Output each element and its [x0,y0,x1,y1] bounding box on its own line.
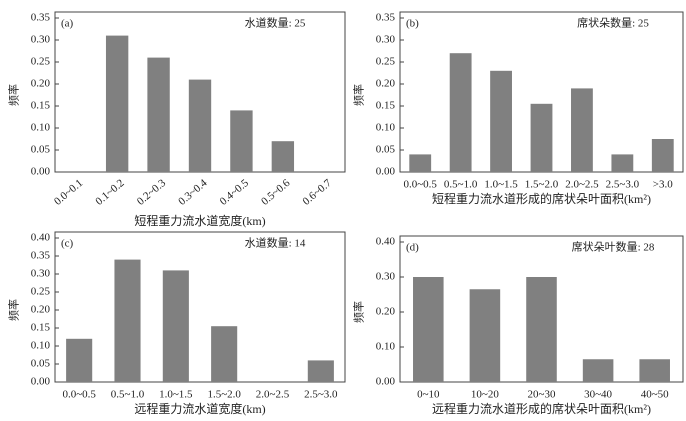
y-tick-label: 0.30 [376,34,396,46]
y-tick-label: 0.15 [31,322,51,334]
y-axis-label: 频率 [7,84,21,106]
bar [639,359,670,382]
y-tick-label: 0.30 [31,34,51,46]
y-axis-label: 频率 [7,299,21,321]
bar [490,70,512,172]
x-tick-label: 0.4~0.5 [218,177,252,208]
x-tick-label: 0.2~0.3 [135,177,169,208]
bar [211,326,238,382]
x-tick-label: 2.0~2.5 [256,389,290,401]
y-tick-label: 0.15 [376,100,396,112]
y-tick-label: 0.35 [376,12,396,24]
x-tick-label: >3.0 [653,179,673,191]
y-tick-label: 0.30 [376,271,396,283]
bar [526,277,557,382]
x-tick-label: 1.5~2.0 [525,179,559,191]
x-tick-label: 20~30 [528,389,556,401]
y-tick-label: 0.20 [376,306,396,318]
bar [114,259,141,382]
x-tick-label: 0.0~0.1 [52,177,85,208]
x-tick-label: 0.6~0.7 [301,177,335,208]
y-tick-label: 0.20 [31,78,51,90]
x-tick-label: 0.5~0.6 [259,177,293,208]
y-tick-label: 0.05 [31,144,51,156]
x-tick-label: 0.3~0.4 [176,177,210,208]
x-tick-label: 1.0~1.5 [484,179,518,191]
bar [162,270,189,382]
y-tick-label: 0.25 [31,56,51,68]
x-tick-label: 10~20 [471,389,499,401]
count-label: 水道数量: 14 [245,236,306,250]
y-tick-label: 0.10 [376,341,396,353]
x-tick-label: 0.5~1.0 [111,389,145,401]
x-tick-label: 40~50 [641,389,669,401]
y-tick-label: 0.35 [31,12,51,24]
y-tick-label: 0.25 [376,56,396,68]
x-tick-label: 0.5~1.0 [444,179,478,191]
y-tick-label: 0.00 [376,376,396,388]
y-tick-label: 0.30 [31,268,51,280]
x-tick-label: 0.1~0.2 [93,177,126,208]
x-tick-label: 1.0~1.5 [159,389,193,401]
y-tick-label: 0.20 [31,304,51,316]
bar [469,289,501,382]
bar [413,277,444,382]
panel-label: (b) [406,18,419,30]
plot-frame [54,231,346,383]
y-tick-label: 0.15 [31,100,51,112]
y-tick-label: 0.00 [376,166,396,178]
y-axis-label: 频率 [352,301,366,323]
x-tick-label: 0~10 [417,389,440,401]
y-tick-label: 0.20 [376,78,396,90]
bar [147,57,170,172]
bar [409,154,432,172]
bar [651,139,674,172]
y-tick-label: 0.10 [31,122,51,134]
bar [571,88,593,172]
x-axis-label: 短程重力流水道宽度(km) [134,213,265,228]
x-axis-label: 远程重力流水道宽度(km) [134,401,265,416]
bar [230,110,253,172]
bar [188,79,212,172]
y-tick-label: 0.40 [31,232,51,244]
bar [307,360,334,382]
panel-label: (c) [61,238,74,250]
x-axis-label: 远程重力流水道形成的席状朵叶面积(km²) [432,401,651,416]
x-tick-label: 30~40 [584,389,612,401]
y-tick-label: 0.35 [31,250,51,262]
bar [530,103,553,172]
y-tick-label: 0.40 [376,236,396,248]
y-tick-label: 0.00 [31,376,51,388]
bar [582,359,614,382]
y-tick-label: 0.05 [31,358,51,370]
bar [271,141,295,172]
x-tick-label: 2.5~3.0 [304,389,338,401]
x-tick-label: 2.0~2.5 [565,179,599,191]
x-axis-label: 短程重力流水道形成的席状朵叶面积(km²) [432,191,651,206]
panel-label: (d) [406,242,419,254]
y-tick-label: 0.00 [31,166,51,178]
y-tick-label: 0.05 [376,144,396,156]
bar [611,154,634,172]
bar [105,35,129,172]
count-label: 席状朵叶数量: 28 [572,240,655,254]
panel-label: (a) [61,18,74,30]
y-tick-label: 0.25 [31,286,51,298]
y-tick-label: 0.10 [376,122,396,134]
x-tick-label: 0.0~0.5 [62,389,96,401]
y-tick-label: 0.10 [31,340,51,352]
bar [66,338,93,382]
x-tick-label: 0.0~0.5 [403,179,437,191]
x-tick-label: 2.5~3.0 [606,179,640,191]
count-label: 席状朵数量: 25 [577,16,649,30]
x-tick-label: 1.5~2.0 [207,389,241,401]
y-axis-label: 频率 [352,84,366,106]
bar [449,53,472,173]
count-label: 水道数量: 25 [245,16,306,30]
